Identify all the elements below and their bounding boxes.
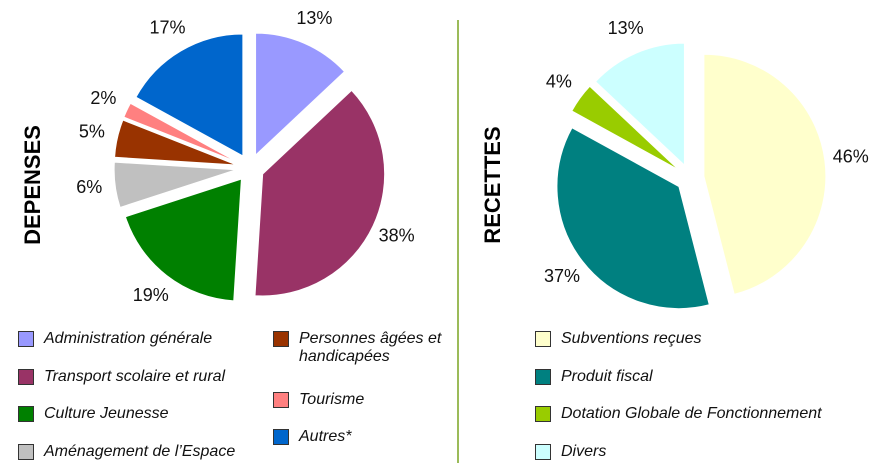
legend-label: Aménagement de l’Espace <box>44 443 236 460</box>
legend-swatch <box>535 369 551 385</box>
legend-swatch <box>535 331 551 347</box>
data-label: 5% <box>79 121 105 141</box>
legend-item: Administration générale <box>18 330 248 348</box>
legend-item: Culture Jeunesse <box>18 405 248 423</box>
legend-swatch <box>535 444 551 460</box>
legend-item: Tourisme <box>273 391 453 409</box>
pie-slice <box>556 127 710 310</box>
legend-swatch <box>273 331 289 347</box>
legend-label: Personnes âgées et handicapées <box>299 330 442 365</box>
data-label: 6% <box>76 177 102 197</box>
legend-swatch <box>273 429 289 445</box>
data-label: 17% <box>150 17 186 37</box>
pie-slice <box>135 33 244 157</box>
legend-swatch <box>535 406 551 422</box>
data-label: 13% <box>608 18 644 38</box>
legend-label: Subventions reçues <box>561 330 702 347</box>
pie-slice <box>571 85 680 171</box>
data-label: 4% <box>546 72 572 92</box>
chart-title: DEPENSES <box>20 125 45 245</box>
legend-label: Autres* <box>299 428 352 445</box>
legend-label: Divers <box>561 443 607 460</box>
legend-swatch <box>18 406 34 422</box>
data-label: 38% <box>379 226 415 246</box>
data-label: 13% <box>296 8 332 28</box>
pie-slice <box>254 89 386 297</box>
legend-label: Produit fiscal <box>561 368 653 385</box>
pie-slice <box>114 119 237 166</box>
legend-item: Autres* <box>273 428 453 446</box>
pie-slice <box>255 32 346 157</box>
legend-item: Aménagement de l’Espace <box>18 443 278 461</box>
pie-slice <box>594 42 685 167</box>
legend-label: Administration générale <box>44 330 213 347</box>
legend-label: Tourisme <box>299 391 365 408</box>
legend-item: Subventions reçues <box>535 330 865 348</box>
pie-slice <box>123 102 238 163</box>
legend-item: Divers <box>535 443 865 461</box>
legend-swatch <box>18 444 34 460</box>
legend-label: Culture Jeunesse <box>44 405 169 422</box>
data-label: 2% <box>90 88 116 108</box>
legend-label: Dotation Globale de Fonctionnement <box>561 405 822 422</box>
chart-title: RECETTES <box>480 126 505 243</box>
legend-item: Produit fiscal <box>535 368 865 386</box>
legend-swatch <box>273 392 289 408</box>
pie-slice <box>113 161 237 209</box>
data-label: 37% <box>544 266 580 286</box>
legend-swatch <box>18 369 34 385</box>
legend-item: Dotation Globale de Fonctionnement <box>535 405 865 423</box>
legend-label: Transport scolaire et rural <box>44 368 226 385</box>
legend-swatch <box>18 331 34 347</box>
data-label: 19% <box>133 285 169 305</box>
legend-item: Transport scolaire et rural <box>18 368 268 386</box>
legend-item: Personnes âgées et handicapées <box>273 330 453 366</box>
pie-slice <box>703 53 827 296</box>
pie-slice <box>124 178 242 302</box>
data-label: 46% <box>833 146 869 166</box>
